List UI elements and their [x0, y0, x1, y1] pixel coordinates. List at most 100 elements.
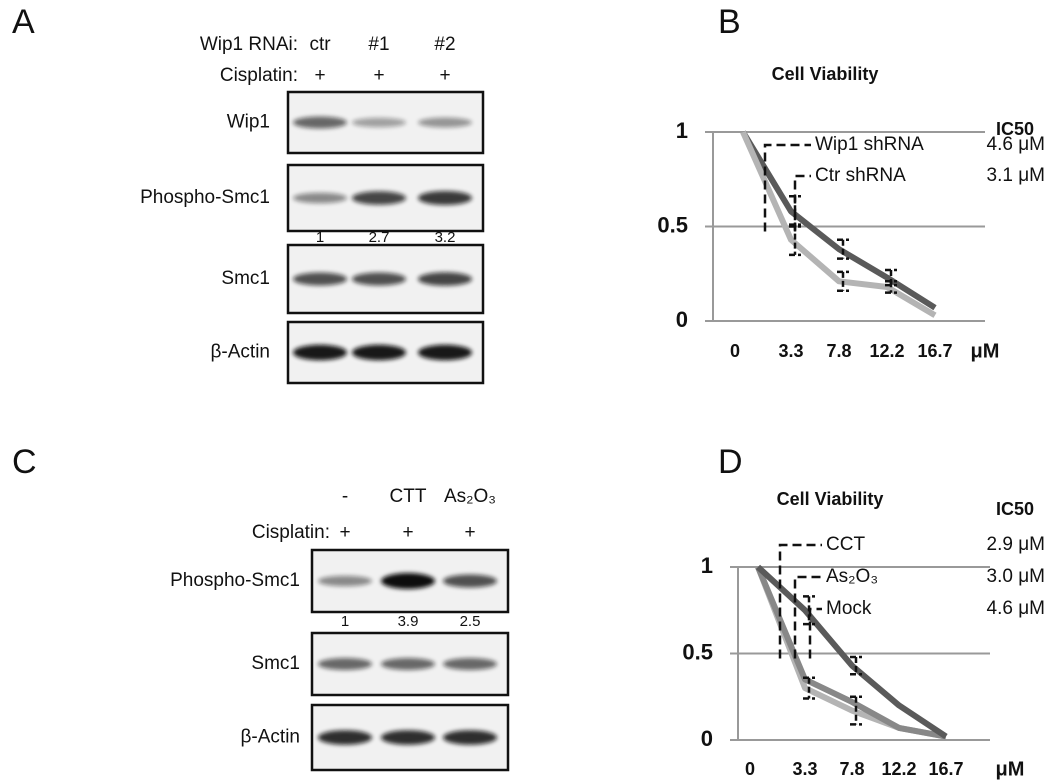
blot-band [318, 575, 372, 587]
series-line [740, 130, 937, 311]
x-unit: μM [971, 340, 1000, 362]
error-bar [850, 695, 862, 726]
row-label: Wip1 [227, 112, 270, 133]
y-tick-label: 1 [701, 553, 713, 578]
blot-band [293, 344, 347, 361]
error-bar-line [837, 270, 849, 293]
treatment-label: Cisplatin: [252, 522, 330, 543]
row-label: Smc1 [251, 653, 300, 674]
y-tick-label: 0.5 [657, 212, 688, 237]
quantification: 3.9 [398, 613, 419, 630]
error-bar [803, 676, 815, 700]
series-line [755, 564, 948, 740]
chart-title: Cell Viability [777, 489, 884, 509]
treatment-mark: + [373, 65, 384, 86]
x-tick-label: 0 [730, 341, 740, 361]
ic50-value: 3.1 μM [987, 165, 1045, 186]
series-line [740, 130, 937, 318]
blot-band [381, 730, 435, 745]
blot-band [352, 344, 406, 361]
treatment-mark: + [402, 522, 413, 543]
legend-title: IC50 [996, 119, 1034, 139]
blot-band [352, 117, 406, 128]
x-tick-label: 16.7 [928, 759, 963, 779]
ic50-value: 4.6 μM [987, 134, 1045, 155]
error-bar [837, 270, 849, 293]
lane-label: As₂O₃ [444, 486, 496, 507]
chart-title: Cell Viability [772, 64, 879, 84]
error-bar-line [803, 676, 815, 700]
blot-band [293, 192, 347, 204]
error-bar-line [850, 655, 862, 676]
error-bar [837, 238, 849, 260]
series-line [755, 565, 947, 740]
legend-leader [793, 575, 822, 659]
quantification: 2.7 [369, 229, 390, 246]
panel-letter: A [12, 3, 35, 41]
x-unit: μM [996, 758, 1025, 780]
x-tick-label: 12.2 [869, 341, 904, 361]
legend-label: Mock [826, 598, 872, 619]
row-label: Phospho-Smc1 [140, 187, 270, 208]
treatment-mark: + [464, 522, 475, 543]
quantification: 3.2 [435, 229, 456, 246]
panel-letter: C [12, 443, 37, 481]
row-label: Phospho-Smc1 [170, 570, 300, 591]
blot-band [318, 658, 372, 670]
panel-letter: B [718, 3, 741, 41]
x-tick-label: 12.2 [881, 759, 916, 779]
lane-label: #1 [368, 34, 389, 55]
legend-title: IC50 [996, 499, 1034, 519]
row-label: β-Actin [211, 342, 271, 363]
ic50-value: 2.9 μM [987, 534, 1045, 555]
x-tick-label: 7.8 [826, 341, 851, 361]
blot-band [293, 272, 347, 286]
y-tick-label: 0 [676, 307, 688, 332]
blot-band [443, 730, 497, 745]
x-tick-label: 3.3 [792, 759, 817, 779]
quantification: 1 [316, 229, 324, 246]
blot-band [418, 117, 472, 128]
blot-band [418, 191, 472, 205]
lane-label: ctr [309, 34, 331, 55]
blot-band [352, 272, 406, 286]
row-label: Smc1 [221, 268, 270, 289]
lane-label: #2 [434, 34, 455, 55]
legend-leader [763, 143, 811, 232]
treatment-mark: + [314, 65, 325, 86]
legend-leader [793, 174, 811, 232]
error-bar [850, 655, 862, 676]
legend-label: CCT [826, 534, 865, 555]
x-tick-label: 7.8 [839, 759, 864, 779]
legend-label: As₂O₃ [826, 566, 878, 587]
error-bar-line [850, 695, 862, 726]
legend-label: Wip1 shRNA [815, 134, 924, 155]
blot-band [443, 574, 497, 588]
blot-band [318, 730, 372, 745]
quantification: 1 [341, 613, 349, 630]
lanes-header: Wip1 RNAi: [200, 34, 298, 55]
blot-band [443, 658, 497, 670]
lane-label: - [342, 486, 348, 507]
legend-leader [778, 543, 822, 659]
ic50-value: 4.6 μM [987, 598, 1045, 619]
y-tick-label: 0 [701, 726, 713, 751]
blot-band [381, 658, 435, 670]
x-tick-label: 16.7 [917, 341, 952, 361]
quantification: 2.5 [460, 613, 481, 630]
blot-band [418, 272, 472, 286]
panel-letter: D [718, 443, 743, 481]
ic50-value: 3.0 μM [987, 566, 1045, 587]
y-tick-label: 1 [676, 118, 688, 143]
x-tick-label: 3.3 [778, 341, 803, 361]
treatment-mark: + [339, 522, 350, 543]
y-tick-label: 0.5 [682, 639, 713, 664]
error-bar-line [885, 280, 897, 294]
blot-band [352, 191, 406, 205]
legend-leader [808, 607, 822, 659]
blot-band [293, 116, 347, 129]
error-bar-line [837, 238, 849, 260]
row-label: β-Actin [241, 727, 301, 748]
error-bar [885, 280, 897, 294]
